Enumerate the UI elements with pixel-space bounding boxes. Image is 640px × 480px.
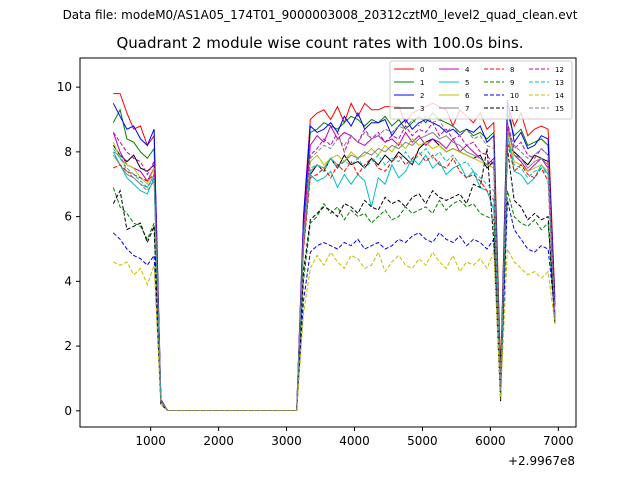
legend-label-1: 1 [420, 79, 424, 87]
x-tick-label: 6000 [475, 434, 506, 448]
y-tick-label: 2 [64, 339, 72, 353]
x-tick-label: 7000 [543, 434, 574, 448]
y-tick-label: 4 [64, 274, 72, 288]
legend-label-2: 2 [420, 92, 424, 100]
chart-title: Quadrant 2 module wise count rates with … [116, 34, 524, 52]
legend-label-4: 4 [465, 66, 470, 74]
series-line-10 [112, 200, 556, 411]
y-tick-label: 6 [64, 210, 72, 224]
legend-label-10: 10 [510, 92, 519, 100]
legend-label-7: 7 [465, 105, 469, 113]
y-tick-label: 10 [57, 80, 72, 94]
series-line-15 [113, 115, 556, 411]
x-tick-label: 2000 [203, 434, 234, 448]
legend-label-6: 6 [465, 92, 470, 100]
legend-label-14: 14 [555, 92, 564, 100]
legend-label-0: 0 [420, 66, 424, 74]
y-tick-label: 8 [64, 145, 72, 159]
x-tick-label: 4000 [339, 434, 370, 448]
legend-label-3: 3 [420, 105, 424, 113]
y-tick-label: 0 [64, 404, 72, 418]
x-tick-label: 5000 [407, 434, 438, 448]
series-line-14 [113, 247, 556, 411]
series-line-9 [112, 187, 556, 411]
legend-label-11: 11 [510, 105, 519, 113]
x-offset-label: +2.9967e8 [508, 454, 575, 468]
axes-frame [79, 57, 577, 428]
x-tick-label: 3000 [271, 434, 302, 448]
figure-suptitle: Data file: modeM0/AS1A05_174T01_90000030… [62, 8, 578, 22]
legend-label-15: 15 [555, 105, 564, 113]
legend-label-8: 8 [510, 66, 514, 74]
series-layer [112, 93, 556, 411]
legend-label-13: 13 [555, 79, 564, 87]
x-tick-label: 1000 [135, 434, 166, 448]
legend-label-9: 9 [510, 79, 514, 87]
legend-box [389, 60, 573, 120]
series-line-8 [113, 142, 556, 411]
legend-label-12: 12 [555, 66, 564, 74]
series-line-11 [112, 148, 556, 411]
series-line-1 [112, 108, 556, 411]
ticks-layer: 1000 2000 3000 4000 5000 6000 7000 0 2 4 6 8 10 [57, 80, 574, 448]
legend-label-5: 5 [465, 79, 469, 87]
series-line-13 [112, 138, 556, 411]
